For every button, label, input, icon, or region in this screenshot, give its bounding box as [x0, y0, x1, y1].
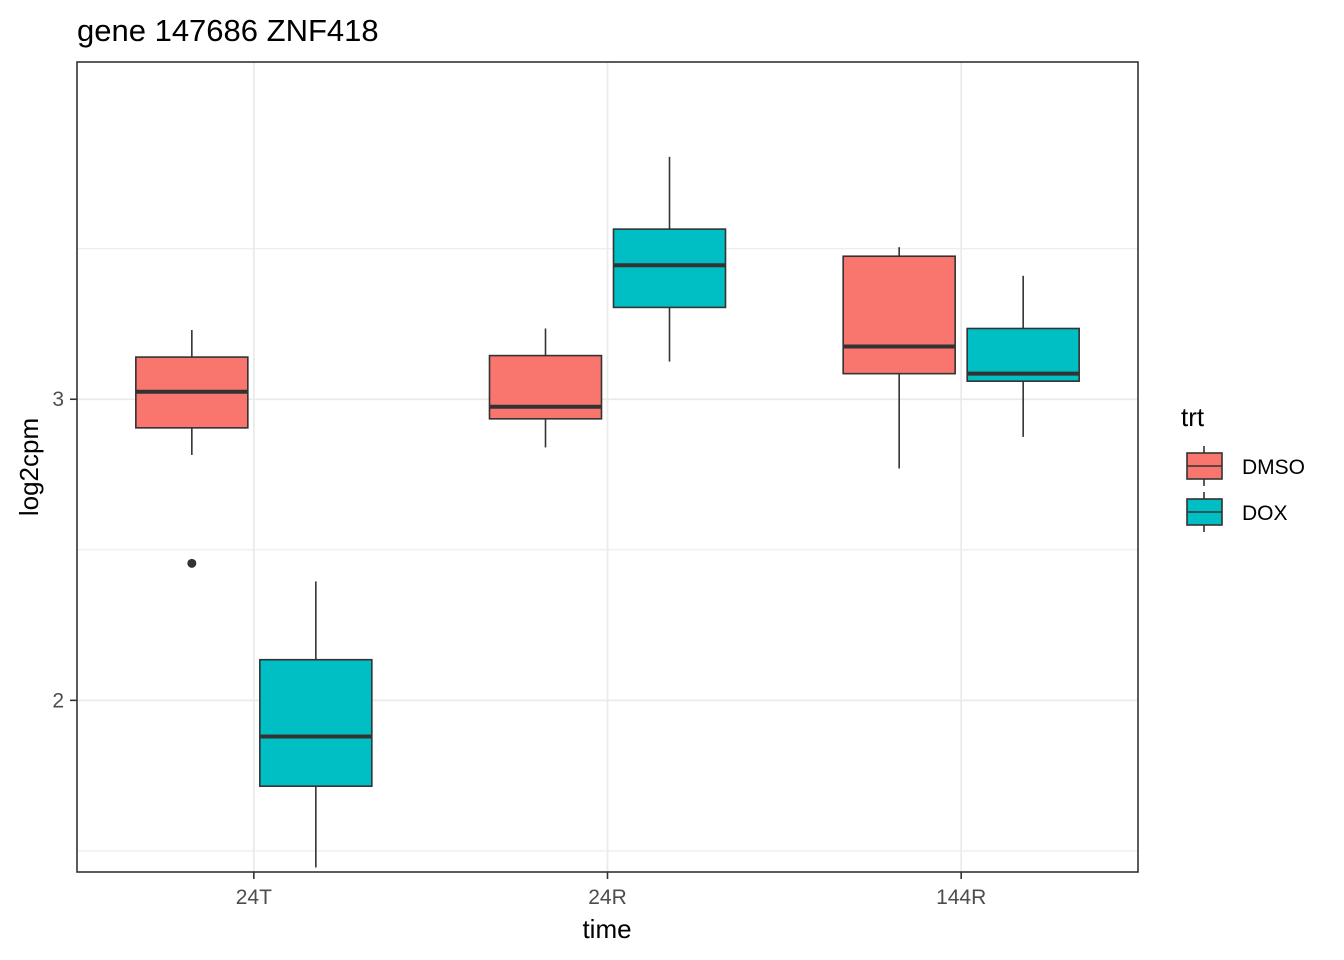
box-body	[612, 228, 727, 309]
x-axis: 24T 24R 144R	[236, 872, 986, 909]
y-tick-label: 3	[52, 388, 64, 411]
box-body	[842, 255, 956, 375]
y-tick-label: 2	[52, 689, 64, 712]
legend-entry-dmso: DMSO	[1186, 446, 1305, 486]
chart-title: gene 147686 ZNF418	[77, 13, 379, 48]
box-dmso-144r	[842, 247, 956, 469]
legend-entry-dox: DOX	[1186, 492, 1288, 532]
box-dox-24r	[612, 156, 727, 362]
box-dmso-24r	[488, 328, 603, 448]
box-dmso-24t	[135, 329, 249, 568]
x-tick-label: 24R	[588, 886, 627, 909]
grid-lines	[77, 62, 1138, 872]
legend-title: trt	[1181, 402, 1205, 432]
legend: trt DMSO DOX	[1181, 402, 1305, 532]
x-axis-title: time	[582, 914, 631, 944]
boxes-layer	[135, 156, 1080, 868]
x-tick-label: 144R	[936, 886, 986, 909]
box-dox-24t	[259, 581, 373, 868]
box-body	[488, 354, 603, 420]
legend-label: DMSO	[1242, 456, 1305, 479]
y-axis: 23	[52, 388, 77, 712]
legend-label: DOX	[1242, 502, 1288, 525]
y-axis-title: log2cpm	[14, 418, 44, 516]
box-dox-144r	[966, 275, 1080, 437]
outlier-point	[187, 558, 197, 568]
x-tick-label: 24T	[236, 886, 272, 909]
box-body	[259, 658, 373, 787]
